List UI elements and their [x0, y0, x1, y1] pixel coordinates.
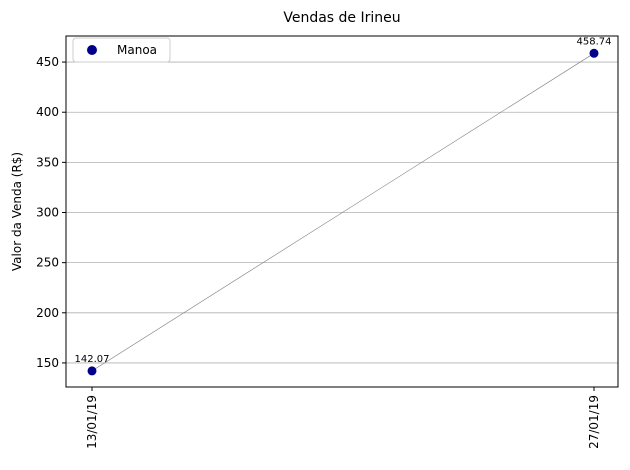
y-tick-label: 250 [36, 256, 59, 270]
legend-label: Manoa [117, 43, 157, 57]
data-label: 142.07 [75, 354, 110, 365]
data-point [87, 366, 97, 376]
y-tick-label: 150 [36, 356, 59, 370]
x-tick-label: 13/01/19 [85, 395, 99, 449]
y-tick-label: 200 [36, 306, 59, 320]
y-tick-label: 350 [36, 155, 59, 169]
y-tick-label: 450 [36, 55, 59, 69]
axes-frame [65, 35, 619, 388]
x-tick-label: 27/01/19 [587, 395, 601, 449]
chart-title: Vendas de Irineu [283, 10, 400, 26]
legend-marker [87, 45, 97, 55]
x-axis-ticks: 13/01/19 27/01/19 [85, 387, 601, 449]
data-point [589, 48, 599, 58]
y-tick-label: 400 [36, 105, 59, 119]
data-labels: 142.07 458.74 [75, 36, 612, 365]
series-connector-line [91, 53, 595, 372]
y-axis-ticks: 150 200 250 300 350 400 450 [36, 55, 66, 370]
legend: Manoa [72, 37, 171, 63]
data-points [87, 48, 599, 376]
y-axis-label: Valor da Venda (R$) [10, 152, 24, 271]
data-label: 458.74 [577, 36, 612, 47]
y-tick-label: 300 [36, 206, 59, 220]
legend-box [72, 37, 171, 63]
